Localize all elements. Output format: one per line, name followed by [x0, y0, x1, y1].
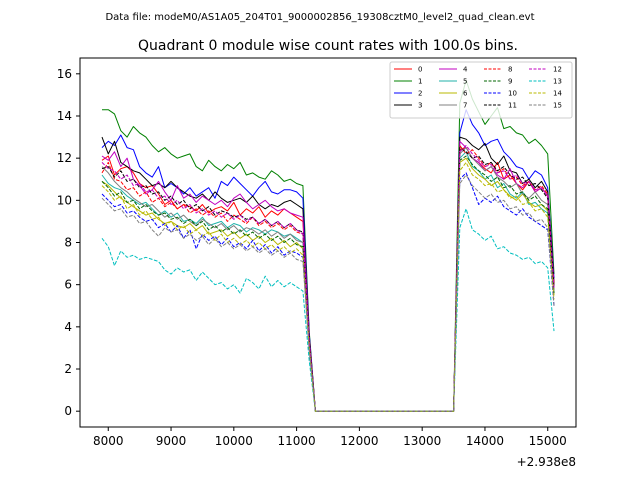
legend-label-2: 2 — [418, 90, 422, 98]
y-tick-label: 4 — [64, 320, 72, 334]
legend-label-6: 6 — [463, 90, 468, 98]
y-tick-label: 0 — [64, 404, 72, 418]
x-tick-label: 14000 — [466, 434, 504, 448]
y-tick-label: 2 — [64, 362, 72, 376]
legend-label-7: 7 — [463, 102, 467, 110]
series-line-10 — [101, 172, 555, 412]
legend-box — [389, 61, 573, 119]
legend-label-15: 15 — [553, 102, 562, 110]
legend-label-13: 13 — [553, 78, 562, 86]
plot-lines — [101, 79, 555, 412]
y-axis: 0 2 4 6 8 10 12 14 16 — [57, 67, 80, 418]
y-tick-label: 12 — [57, 151, 72, 165]
legend-label-11: 11 — [508, 102, 517, 110]
y-tick-label: 10 — [57, 193, 72, 207]
x-offset-label: +2.938e8 — [517, 455, 576, 469]
legend-label-0: 0 — [418, 66, 422, 74]
series-line-15 — [101, 174, 555, 412]
legend-label-14: 14 — [553, 90, 562, 98]
x-tick-label: 9000 — [156, 434, 187, 448]
chart-title: Quadrant 0 module wise count rates with … — [138, 38, 518, 54]
x-axis: 8000 9000 10000 11000 12000 13000 14000 15000 — [93, 427, 567, 448]
y-tick-label: 14 — [57, 109, 72, 123]
x-tick-label: 13000 — [403, 434, 441, 448]
legend-label-5: 5 — [463, 78, 467, 86]
x-tick-label: 10000 — [215, 434, 253, 448]
y-tick-label: 8 — [64, 236, 72, 250]
legend-label-10: 10 — [508, 90, 517, 98]
x-tick-label: 11000 — [278, 434, 316, 448]
x-tick-label: 15000 — [529, 434, 567, 448]
legend-label-8: 8 — [508, 66, 512, 74]
legend-label-12: 12 — [553, 66, 562, 74]
legend-label-4: 4 — [463, 66, 468, 74]
legend-label-1: 1 — [418, 78, 422, 86]
figure-suptitle: Data file: modeM0/AS1A05_204T01_90000028… — [105, 12, 534, 23]
legend-label-9: 9 — [508, 78, 512, 86]
legend-label-3: 3 — [418, 102, 422, 110]
y-tick-label: 16 — [57, 67, 72, 81]
x-tick-label: 8000 — [93, 434, 124, 448]
x-tick-label: 12000 — [340, 434, 378, 448]
y-tick-label: 6 — [64, 278, 72, 292]
